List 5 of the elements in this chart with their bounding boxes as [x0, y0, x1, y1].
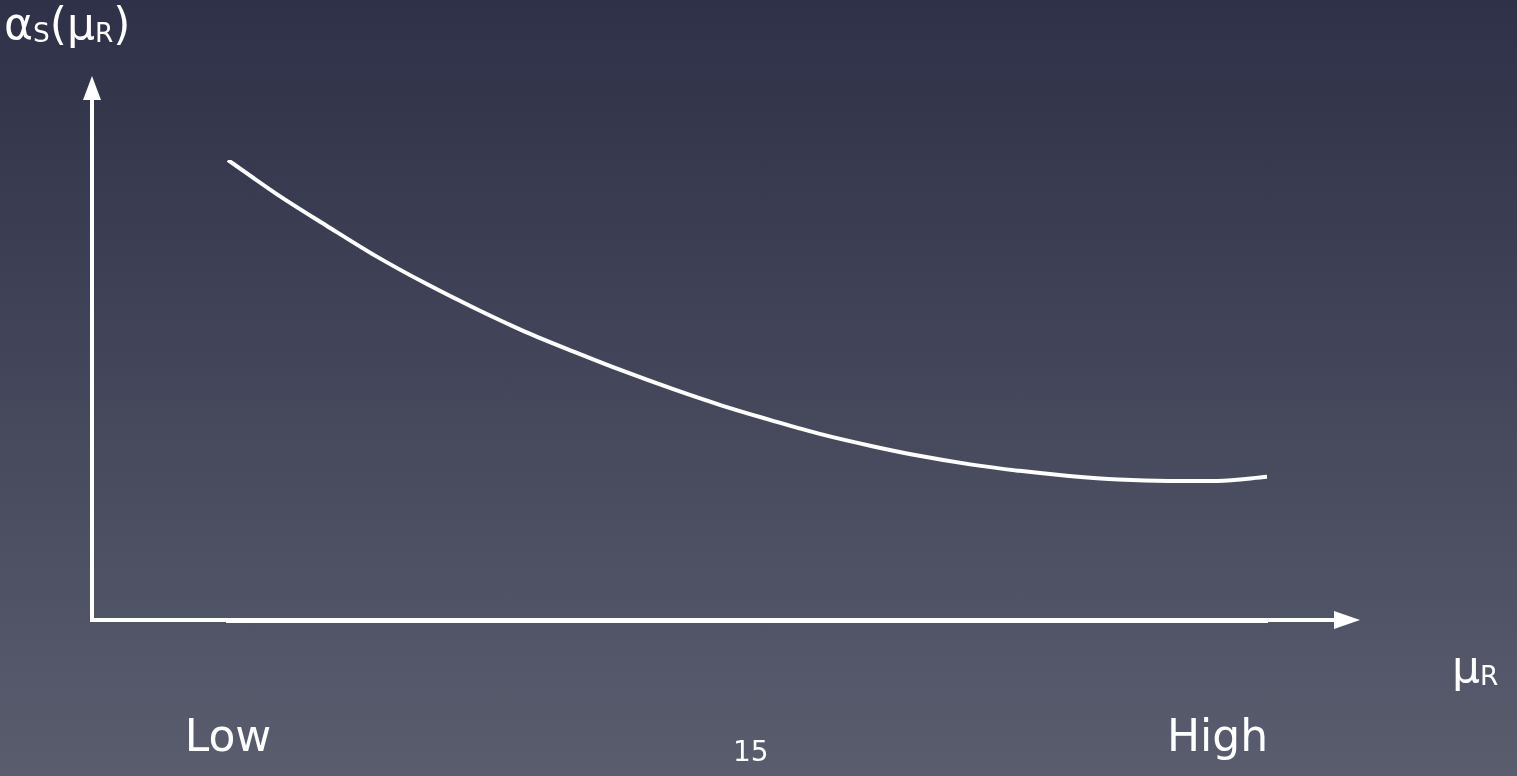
x-tick-label: Low	[184, 710, 272, 762]
y-axis-title: α$_{S}$(μ$_{R}$)	[4, 0, 131, 49]
text: 15	[733, 735, 769, 768]
x-axis-title: μ$_{R}$	[1452, 641, 1499, 692]
x-tick-label: High	[1166, 710, 1269, 762]
